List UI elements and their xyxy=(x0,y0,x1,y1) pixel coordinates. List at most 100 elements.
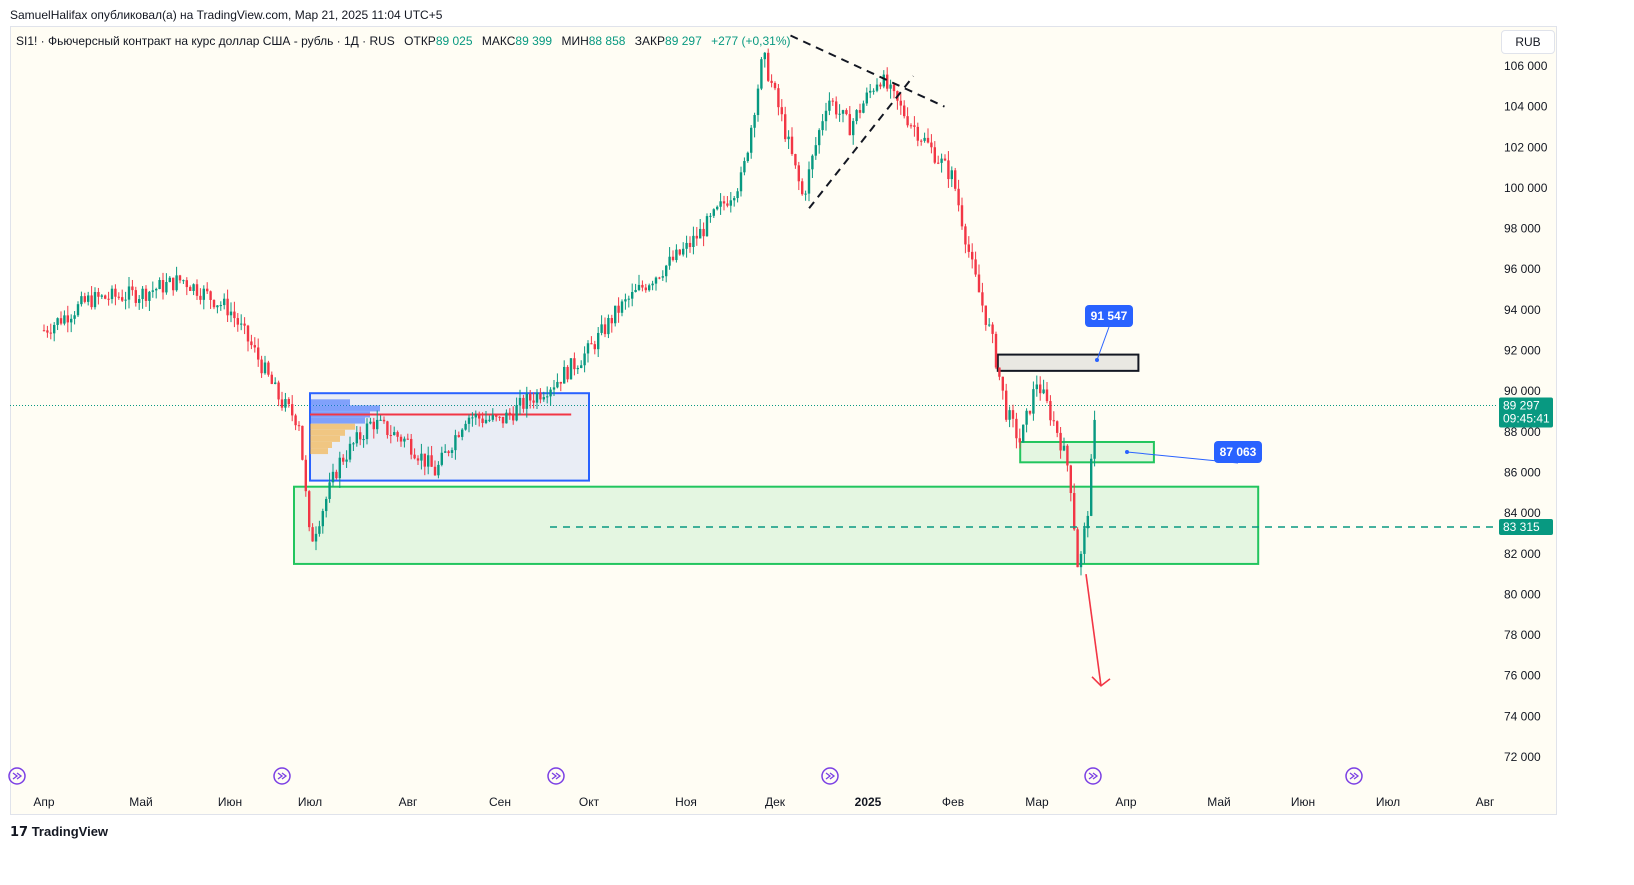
candle-body xyxy=(308,491,311,528)
candle-body xyxy=(406,438,409,440)
x-tick-label: Фев xyxy=(942,795,964,809)
candle-body xyxy=(620,301,624,313)
candle-body xyxy=(906,116,909,126)
candle-body xyxy=(994,333,998,368)
candle-body xyxy=(947,160,950,180)
y-tick-label: 80 000 xyxy=(1504,587,1541,601)
candle-body xyxy=(525,393,528,409)
candle-body xyxy=(63,315,66,324)
candle-body xyxy=(763,52,766,60)
candle-body xyxy=(250,341,253,346)
currency-selector[interactable]: RUB xyxy=(1501,30,1555,54)
candle-body xyxy=(675,249,678,261)
candle-body xyxy=(726,203,729,206)
candle-body xyxy=(930,142,933,148)
y-tick-label: 106 000 xyxy=(1504,59,1548,73)
volume-profile-bar xyxy=(310,399,350,406)
candle-body xyxy=(971,251,974,260)
x-tick-label: Сен xyxy=(489,795,511,809)
candle-body xyxy=(797,165,800,182)
candle-body xyxy=(59,318,63,324)
y-tick-label: 102 000 xyxy=(1504,140,1548,154)
candle-body xyxy=(586,343,590,354)
open-value: 89 025 xyxy=(435,34,473,48)
candle-body xyxy=(189,287,192,291)
candle-body xyxy=(447,451,450,454)
event-icon-arrow xyxy=(12,772,23,780)
candle-body xyxy=(998,367,1001,377)
candle-body xyxy=(899,100,902,106)
symbol-title: SI1! · Фьючерсный контракт на курс долла… xyxy=(16,34,395,48)
candle-body xyxy=(787,136,790,140)
candle-body xyxy=(117,296,120,298)
candle-body xyxy=(627,298,630,300)
candle-body xyxy=(824,110,828,122)
candle-body xyxy=(886,74,889,89)
candle-body xyxy=(1039,384,1042,394)
candle-body xyxy=(151,290,154,292)
marker-high-box xyxy=(1085,305,1133,327)
candle-body xyxy=(389,435,392,437)
candle-body xyxy=(413,454,416,459)
candle-body xyxy=(848,114,851,136)
candle-body xyxy=(257,347,260,360)
candle-body xyxy=(1079,553,1083,568)
candle-body xyxy=(83,296,86,302)
y-tick-label: 100 000 xyxy=(1504,181,1548,195)
candle-body xyxy=(46,330,49,333)
x-tick-label: Мар xyxy=(1025,795,1049,809)
candle-body xyxy=(801,181,804,195)
candle-body xyxy=(121,297,124,301)
candle-body xyxy=(743,161,746,173)
candle-body xyxy=(780,107,783,115)
candle-body xyxy=(838,113,841,115)
candle-body xyxy=(590,343,593,345)
x-tick-label: Июл xyxy=(1376,795,1400,809)
chart-area[interactable] xyxy=(10,26,1557,815)
close-value: 89 297 xyxy=(665,34,702,48)
candle-body xyxy=(593,344,596,350)
y-tick-label: 90 000 xyxy=(1504,384,1541,398)
candle-body xyxy=(882,74,885,87)
candle-body xyxy=(498,416,501,418)
candle-body xyxy=(335,471,338,479)
candle-body xyxy=(1022,424,1025,443)
candle-body xyxy=(617,305,620,313)
candle-body xyxy=(321,511,324,527)
candle-body xyxy=(348,443,352,460)
candle-body xyxy=(158,280,161,289)
candle-body xyxy=(141,288,144,300)
candle-body xyxy=(580,365,583,368)
candle-body xyxy=(274,382,277,384)
candle-body xyxy=(362,439,365,441)
candle-body xyxy=(457,435,460,437)
candle-body xyxy=(692,235,695,248)
candle-body xyxy=(219,305,222,307)
candle-body xyxy=(209,291,212,300)
candle-body xyxy=(365,423,369,440)
candle-body xyxy=(794,154,797,166)
candle-body xyxy=(229,311,233,316)
event-icon xyxy=(547,767,565,785)
candle-body xyxy=(178,275,182,281)
candle-body xyxy=(338,457,341,479)
candle-body xyxy=(1076,529,1079,568)
candle-body xyxy=(739,172,743,192)
candle-body xyxy=(841,110,845,114)
candle-body xyxy=(1032,389,1035,414)
candle-body xyxy=(1093,419,1096,459)
candle-body xyxy=(287,399,290,405)
marker-low-dot xyxy=(1125,450,1129,454)
candle-body xyxy=(624,299,627,302)
candle-body xyxy=(940,158,943,163)
candle-body xyxy=(131,286,134,291)
candle-body xyxy=(1025,410,1028,425)
candle-body xyxy=(1045,389,1049,402)
candle-body xyxy=(508,412,511,415)
candle-body xyxy=(542,397,545,400)
candle-body xyxy=(352,443,355,445)
forecast-arrow-head xyxy=(1091,676,1111,687)
candle-body xyxy=(682,248,685,255)
event-icon-arrow xyxy=(1349,772,1360,780)
candle-body xyxy=(1001,376,1004,391)
